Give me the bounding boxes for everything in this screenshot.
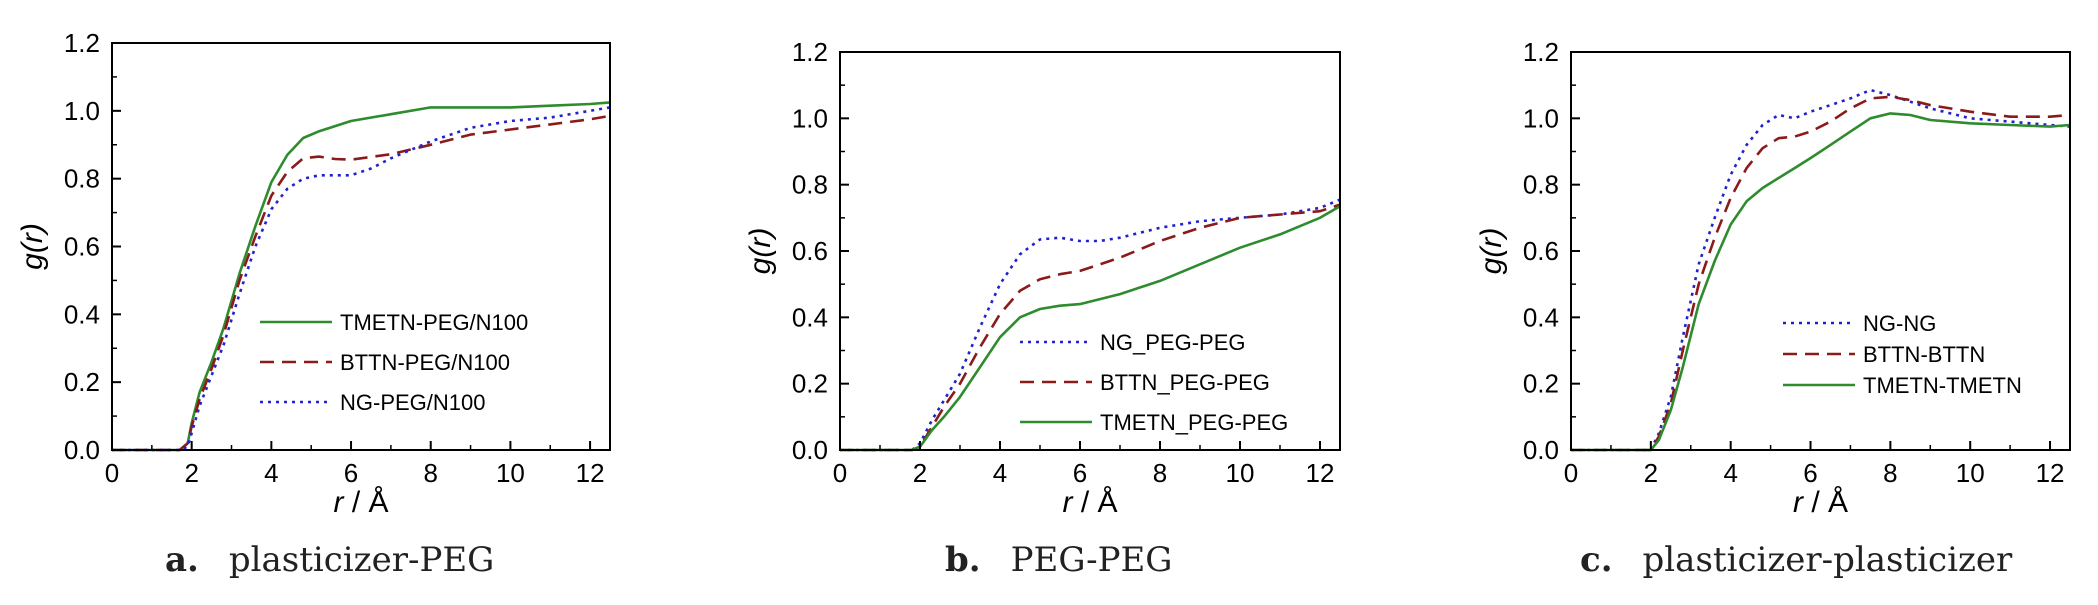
- y-tick-label: 0.6: [1523, 236, 1559, 266]
- y-tick-label: 0.2: [1523, 369, 1559, 399]
- chart-panel-c: 0 2 4 6 8 10 12 0.0 0.2 0.4 0.6 0.8 1.0 1.2 r / Å g(r) N…: [1475, 37, 2071, 519]
- legend-label-TMETN-PEG/N100: TMETN-PEG/N100: [340, 310, 528, 335]
- x-tick-label: 8: [1883, 458, 1897, 488]
- x-tick-label: 0: [105, 458, 119, 488]
- x-tick-label: 4: [1723, 458, 1737, 488]
- x-tick-label: 8: [1153, 458, 1167, 488]
- y-tick-label: 0.4: [792, 302, 828, 332]
- y-tick-label: 0.0: [792, 435, 828, 465]
- series-line-BTTN-PEG/N100: [112, 114, 611, 452]
- x-tick-label: 2: [184, 458, 198, 488]
- y-axis-label: g(r): [744, 228, 777, 275]
- chart-panel-a: 0 2 4 6 8 10 12 0.0 0.2 0.4 0.6 0.8 1.0 1.2 r / Å g(r) T…: [16, 28, 611, 519]
- legend-label-NG-NG: NG-NG: [1863, 311, 1936, 336]
- x-tick-label: 12: [2036, 458, 2065, 488]
- caption-b-text: PEG-PEG: [1010, 540, 1173, 580]
- x-tick-label: 2: [913, 458, 927, 488]
- y-tick-label: 0.8: [1523, 170, 1559, 200]
- legend-label-NG_PEG-PEG: NG_PEG-PEG: [1100, 330, 1245, 355]
- caption-c-letter: c.: [1580, 540, 1613, 580]
- x-tick-label: 2: [1644, 458, 1658, 488]
- y-tick-label: 1.0: [64, 96, 100, 126]
- y-tick-label: 0.4: [64, 299, 100, 329]
- y-tick-label: 0.6: [792, 236, 828, 266]
- y-axis-label: g(r): [1475, 228, 1508, 275]
- x-tick-label: 12: [1306, 458, 1335, 488]
- x-axis-label: r / Å: [333, 486, 388, 519]
- y-tick-label: 0.2: [792, 369, 828, 399]
- series-line-NG-NG: [1571, 88, 2071, 452]
- caption-b-letter: b.: [945, 540, 981, 580]
- y-tick-label: 0.2: [64, 367, 100, 397]
- chart-panel-b: 0 2 4 6 8 10 12 0.0 0.2 0.4 0.6 0.8 1.0 1.2 r / Å g(r) N…: [744, 37, 1341, 519]
- y-tick-label: 1.0: [1523, 103, 1559, 133]
- plot-frame: [111, 42, 611, 451]
- series-line-NG_PEG-PEG: [840, 198, 1341, 452]
- y-tick-label: 0.8: [792, 170, 828, 200]
- legend-label-NG-PEG/N100: NG-PEG/N100: [340, 390, 486, 415]
- y-tick-label: 0.0: [1523, 435, 1559, 465]
- x-tick-label: 8: [423, 458, 437, 488]
- y-tick-label: 1.2: [64, 28, 100, 58]
- legend-label-BTTN-PEG/N100: BTTN-PEG/N100: [340, 350, 510, 375]
- y-tick-label: 1.0: [792, 103, 828, 133]
- x-tick-label: 4: [264, 458, 278, 488]
- legend-label-BTTN-BTTN: BTTN-BTTN: [1863, 342, 1985, 367]
- y-tick-label: 1.2: [792, 37, 828, 67]
- y-tick-label: 0.8: [64, 164, 100, 194]
- caption-a: a. plasticizer-PEG: [165, 540, 494, 580]
- legend-label-BTTN_PEG-PEG: BTTN_PEG-PEG: [1100, 370, 1270, 395]
- caption-c-text: plasticizer-plasticizer: [1642, 540, 2013, 580]
- caption-a-text: plasticizer-PEG: [228, 540, 495, 580]
- x-tick-label: 10: [1956, 458, 1985, 488]
- series-line-TMETN_PEG-PEG: [840, 205, 1341, 452]
- x-tick-label: 10: [1226, 458, 1255, 488]
- y-tick-label: 0.4: [1523, 302, 1559, 332]
- x-tick-label: 4: [993, 458, 1007, 488]
- legend-label-TMETN_PEG-PEG: TMETN_PEG-PEG: [1100, 410, 1288, 435]
- x-tick-label: 6: [1803, 458, 1817, 488]
- series-line-TMETN-TMETN: [1571, 112, 2071, 452]
- caption-a-letter: a.: [165, 540, 199, 580]
- legend-label-TMETN-TMETN: TMETN-TMETN: [1863, 373, 2022, 398]
- x-axis-label: r / Å: [1062, 486, 1117, 519]
- x-axis-label: r / Å: [1793, 486, 1848, 519]
- series-line-TMETN-PEG/N100: [112, 101, 611, 452]
- y-tick-label: 1.2: [1523, 37, 1559, 67]
- y-axis-label: g(r): [16, 223, 49, 270]
- caption-b: b. PEG-PEG: [945, 540, 1172, 580]
- x-tick-label: 10: [496, 458, 525, 488]
- x-tick-label: 0: [833, 458, 847, 488]
- x-tick-label: 12: [576, 458, 605, 488]
- x-tick-label: 0: [1564, 458, 1578, 488]
- y-tick-label: 0.6: [64, 232, 100, 262]
- series-line-BTTN-BTTN: [1571, 95, 2071, 452]
- x-tick-label: 6: [1073, 458, 1087, 488]
- x-tick-label: 6: [344, 458, 358, 488]
- series-line-BTTN_PEG-PEG: [840, 203, 1341, 452]
- caption-c: c. plasticizer-plasticizer: [1580, 540, 2012, 580]
- y-tick-label: 0.0: [64, 435, 100, 465]
